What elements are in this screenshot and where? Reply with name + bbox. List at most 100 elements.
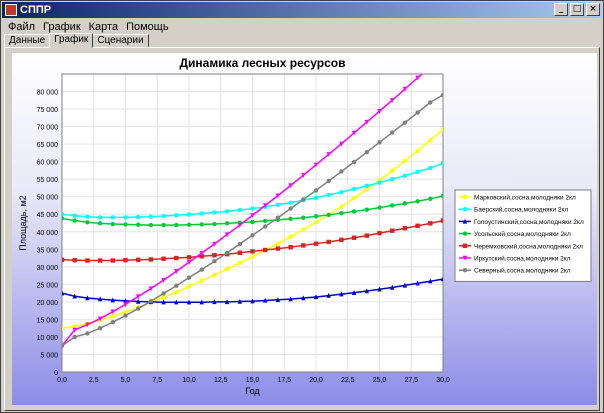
- data-point: [161, 213, 166, 219]
- data-point: [123, 309, 128, 315]
- y-tick-label: 50 000: [37, 195, 59, 202]
- tab-chart[interactable]: График: [49, 33, 94, 48]
- menu-chart[interactable]: График: [43, 21, 81, 33]
- data-point: [72, 324, 77, 329]
- x-tick-label: 20,0: [309, 377, 323, 384]
- data-point: [377, 286, 382, 292]
- data-point: [313, 162, 319, 168]
- x-tick-label: 10,0: [182, 377, 196, 384]
- x-tick-label: 12,5: [214, 377, 228, 384]
- data-point: [250, 213, 255, 218]
- x-tick-label: 7,5: [152, 377, 162, 384]
- tab-data[interactable]: Данные: [4, 34, 51, 47]
- data-point: [110, 297, 115, 303]
- data-point: [62, 343, 65, 348]
- data-point: [351, 186, 357, 192]
- data-point: [402, 120, 408, 125]
- data-point: [123, 313, 128, 318]
- legend-marker: [462, 218, 468, 224]
- data-point: [186, 284, 192, 289]
- data-point: [428, 221, 433, 226]
- data-point: [440, 218, 443, 223]
- y-tick-label: 65 000: [37, 142, 59, 149]
- data-point: [339, 210, 344, 216]
- y-tick-label: 35 000: [37, 247, 59, 254]
- maximize-button[interactable]: □: [570, 3, 584, 16]
- data-point: [123, 257, 128, 263]
- legend-marker: [462, 207, 468, 212]
- series-3: [62, 193, 443, 228]
- menu-bar: Файл График Карта Помощь: [2, 19, 602, 35]
- data-point: [288, 206, 293, 211]
- data-point: [148, 257, 154, 262]
- data-point: [288, 216, 293, 221]
- data-point: [174, 299, 179, 305]
- data-point: [72, 334, 77, 340]
- data-point: [250, 249, 255, 254]
- data-point: [199, 222, 204, 227]
- data-point: [440, 92, 443, 98]
- data-point: [364, 149, 369, 155]
- data-point: [136, 214, 141, 220]
- data-point: [136, 294, 141, 300]
- minimize-button[interactable]: _: [554, 3, 568, 16]
- data-point: [186, 260, 192, 265]
- y-tick-label: 5 000: [40, 352, 58, 359]
- data-point: [364, 233, 369, 238]
- data-point: [199, 267, 204, 272]
- app-icon: [5, 4, 17, 16]
- y-tick-label: 40 000: [37, 230, 59, 237]
- data-point: [148, 298, 154, 304]
- tab-scenarios[interactable]: Сценарии: [92, 34, 149, 47]
- data-point: [110, 258, 115, 263]
- legend-entry: Черемховский,сосна,молодняки 2кл: [474, 242, 583, 250]
- data-point: [377, 180, 382, 185]
- data-point: [199, 254, 204, 259]
- data-point: [110, 314, 116, 319]
- data-point: [85, 322, 90, 328]
- data-point: [364, 187, 369, 192]
- data-point: [364, 119, 369, 125]
- x-tick-label: 25,0: [373, 377, 387, 384]
- data-point: [123, 302, 128, 308]
- menu-help[interactable]: Помощь: [126, 21, 169, 33]
- data-point: [237, 207, 242, 213]
- x-tick-label: 15,0: [246, 377, 260, 384]
- data-point: [364, 288, 369, 294]
- data-point: [263, 247, 268, 253]
- menu-map[interactable]: Карта: [88, 21, 119, 33]
- data-point: [110, 309, 115, 315]
- data-point: [339, 204, 344, 209]
- menu-file[interactable]: Файл: [8, 21, 36, 33]
- data-point: [224, 209, 230, 214]
- data-point: [72, 257, 77, 263]
- data-point: [62, 257, 65, 263]
- legend-entry: Иркутский,сосна,молодняки 2кл: [474, 255, 571, 263]
- close-button[interactable]: ×: [586, 3, 600, 16]
- data-point: [326, 292, 331, 298]
- data-point: [161, 299, 166, 305]
- data-point: [186, 275, 192, 280]
- data-point: [161, 295, 166, 300]
- data-point: [224, 266, 230, 272]
- data-point: [174, 269, 179, 275]
- data-point: [275, 297, 281, 302]
- title-bar[interactable]: СППР _ □ ×: [2, 2, 602, 18]
- data-point: [212, 259, 217, 264]
- data-point: [428, 64, 432, 69]
- data-point: [377, 140, 382, 145]
- data-point: [212, 221, 217, 227]
- data-point: [402, 226, 408, 231]
- data-point: [415, 148, 420, 153]
- data-point: [339, 189, 344, 195]
- y-tick-label: 55 000: [37, 177, 59, 184]
- data-point: [415, 110, 420, 115]
- data-point: [390, 176, 395, 182]
- data-point: [224, 299, 230, 305]
- x-axis-label: Год: [245, 386, 260, 396]
- data-point: [326, 178, 331, 184]
- data-point: [301, 295, 306, 301]
- data-point: [390, 130, 395, 135]
- chart-svg: Динамика лесных ресурсов 0 5 000 10 000 15 0…: [18, 56, 592, 396]
- y-tick-label: 15 000: [37, 317, 59, 324]
